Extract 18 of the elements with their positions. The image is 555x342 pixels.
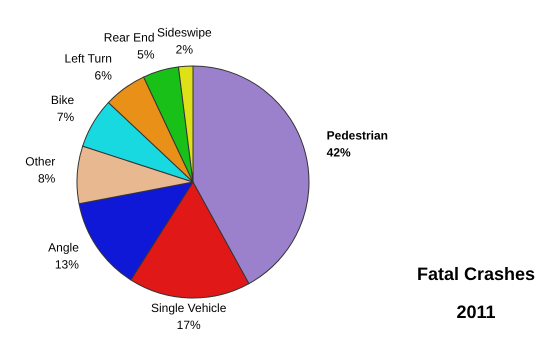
data-label: 5%: [137, 47, 155, 62]
slice-label: Single Vehicle: [150, 300, 227, 315]
slice-label: Other: [25, 154, 56, 168]
slice-label: Left Turn: [64, 51, 112, 66]
slice-label: Rear End: [104, 30, 154, 44]
data-label: 17%: [176, 318, 201, 332]
data-label: 2%: [176, 42, 194, 56]
data-label: 8%: [38, 171, 56, 186]
slice-label: Bike: [50, 92, 75, 107]
slice-label: Sideswipe: [156, 25, 212, 40]
data-label: 13%: [54, 258, 80, 272]
data-label: 7%: [56, 110, 75, 124]
data-label: 42%: [326, 146, 352, 160]
slice-label: Pedestrian: [326, 128, 388, 143]
slice-label: Angle: [48, 240, 80, 255]
text: Fatal Crashes: [416, 264, 536, 284]
data-label: 6%: [94, 68, 112, 82]
text: 2011: [456, 302, 496, 322]
